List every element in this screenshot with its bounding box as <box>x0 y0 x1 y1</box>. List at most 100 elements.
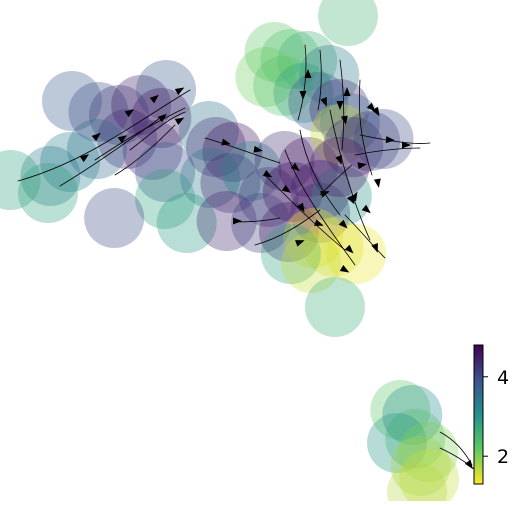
streamline <box>344 214 386 259</box>
scatter-point <box>235 47 296 107</box>
scatter-point <box>318 0 378 46</box>
scatter-point <box>398 422 459 482</box>
scatter-point <box>122 120 183 180</box>
colorbar-tick-label: 2 <box>497 446 509 468</box>
streamline-arrowheads <box>79 69 473 470</box>
streamline <box>59 117 161 187</box>
scatter-point <box>288 72 349 132</box>
scatter-point <box>305 277 365 337</box>
streamline <box>317 49 322 111</box>
streamline-arrow <box>320 97 327 107</box>
streamline-arrow <box>371 243 378 253</box>
scatter-point <box>253 56 314 116</box>
scatter-point <box>135 169 196 229</box>
scatter-point <box>136 60 197 120</box>
streamline-arrow <box>117 135 128 144</box>
scatter-point <box>283 208 344 268</box>
streamline <box>204 137 281 164</box>
colorbar-tick-label: 4 <box>497 367 509 389</box>
streamline-arrow <box>299 91 307 100</box>
streamline-arrow <box>343 87 351 96</box>
scatter-point <box>367 413 427 473</box>
streamline <box>329 109 371 241</box>
scatter-point <box>196 191 257 251</box>
scatter-point <box>68 82 129 142</box>
scatter-point <box>277 31 338 91</box>
streamline <box>264 174 346 251</box>
streamline <box>284 149 356 266</box>
streamline <box>234 217 281 223</box>
streamline-arrow <box>290 162 300 172</box>
colorbar: 24 <box>473 344 509 485</box>
scatter-point <box>180 148 241 208</box>
streamline-arrow <box>361 204 371 214</box>
scatter-point <box>97 109 158 169</box>
streamline-arrow <box>304 69 312 78</box>
scatter-point <box>200 153 261 213</box>
streamline <box>17 89 191 182</box>
streamline <box>359 134 431 144</box>
streamline-arrow <box>385 136 395 144</box>
streamline-arrow <box>149 94 159 104</box>
scatter-point <box>370 380 431 440</box>
colorbar-gradient <box>473 344 484 485</box>
scatter-point <box>89 85 149 145</box>
scatter-point <box>290 160 351 220</box>
streamline <box>339 59 345 151</box>
scatter-point <box>387 462 448 505</box>
scatter-point <box>202 122 263 182</box>
scatter-point <box>399 449 460 505</box>
scatter-point <box>309 79 370 139</box>
scatter-point <box>278 137 339 197</box>
scatter-point <box>353 109 414 169</box>
streamline-arrow <box>174 87 185 96</box>
scatter-point <box>259 202 319 262</box>
scatter-point <box>238 167 299 227</box>
scatter-point <box>221 141 282 201</box>
scatter-point <box>42 71 102 131</box>
scatter-point <box>340 111 401 171</box>
streamline-arrow <box>79 154 90 163</box>
scatter-point <box>156 193 217 253</box>
scatter-point <box>67 119 127 179</box>
scatter-point <box>382 385 443 445</box>
streamline-arrow <box>296 202 305 213</box>
streamline-arrow <box>91 132 101 142</box>
streamline <box>358 79 373 176</box>
streamline <box>439 447 476 471</box>
scatter-point <box>385 409 446 469</box>
colorbar-ticks: 24 <box>483 367 509 468</box>
streamline-arrow <box>281 184 292 193</box>
streamline <box>129 111 186 151</box>
streamline-arrow <box>344 244 354 254</box>
streamline <box>297 44 307 121</box>
scatter-point <box>310 104 371 164</box>
streamline-arrow <box>233 217 242 225</box>
streamline-arrow <box>373 178 381 188</box>
streamline-arrow <box>357 162 367 170</box>
scatter-point <box>260 224 321 284</box>
streamline-arrow <box>174 117 185 126</box>
scatter-point <box>40 132 101 192</box>
scatter-point <box>186 117 246 177</box>
streamline-arrow <box>338 219 348 229</box>
streamline-arrow <box>335 155 342 165</box>
streamline-arrow <box>464 459 473 470</box>
scatter-point <box>290 183 351 243</box>
scatter-point <box>319 93 380 153</box>
velocity-streamlines <box>17 44 476 471</box>
streamline-arrow <box>339 264 350 273</box>
streamline-arrow <box>314 219 324 226</box>
scatter-point <box>281 233 341 293</box>
streamline <box>299 129 341 216</box>
streamline-arrow <box>253 145 263 153</box>
streamline-arrow <box>295 240 305 247</box>
scatter-point <box>135 142 196 202</box>
streamline-arrow <box>320 191 330 198</box>
streamline-arrow <box>366 102 376 112</box>
scatter-point <box>303 217 364 277</box>
streamline-arrow <box>262 169 273 178</box>
streamline-arrow <box>371 106 380 117</box>
